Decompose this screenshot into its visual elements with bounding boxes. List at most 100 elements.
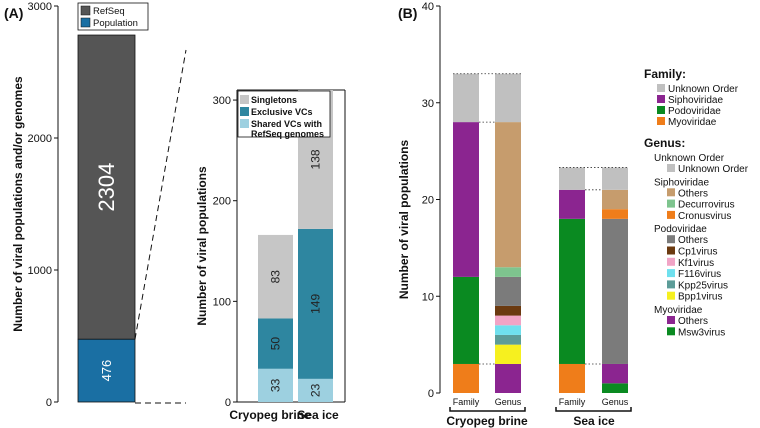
inset-bar-label-0-2: 83 [269,270,283,284]
panel-a-bar-label-refseq: 2304 [94,163,119,212]
panel-b-bar-0-seg-0 [453,363,479,393]
legend-family-label-2: Podoviridae [668,106,721,117]
panel-b-bar-3-seg-1 [602,363,628,384]
panel-a-bar-refseq [77,34,136,340]
panel-b-bar-1-seg-4 [495,315,521,326]
legend-genus-swatch-2-0 [667,235,675,244]
legend-genus-group-0: Unknown Order [654,153,725,164]
inset-category-label: Cryopeg brine [229,408,311,422]
panel-b-y-tick-label: 30 [422,98,434,110]
panel-b-y-tick-label: 0 [428,388,434,400]
panel-b-group-bracket [555,407,632,412]
panel-a-y-tick-label: 2000 [28,133,52,145]
panel-b-group-label: Sea ice [573,414,615,428]
panel-a-y-tick-label: 1000 [28,265,52,277]
panel-b-bar-1-seg-1 [495,344,521,364]
legend-genus-label-0-0: Unknown Order [678,164,749,175]
panel-b-bar-0-seg-1 [453,276,479,364]
inset-bar-label-1-1: 149 [309,294,323,314]
panel-b-bar-3-seg-0 [602,383,628,393]
panel-a-y-tick-label: 3000 [28,1,52,13]
panel-a-legend-label-population: Population [93,18,138,29]
inset-legend-label-0: Singletons [251,95,297,105]
inset-bar-1-seg-1 [298,228,333,379]
legend-genus-swatch-1-0 [667,188,675,197]
inset-y-tick-label: 200 [213,196,231,208]
legend-genus-group-2: Podoviridae [654,224,707,235]
panel-b-y-axis-label: Number of viral populations [397,140,411,300]
legend-genus-label-3-0: Others [678,316,708,327]
legend-genus-swatch-1-2 [667,210,675,219]
inset-legend-swatch-0 [240,95,249,104]
legend-genus-swatch-3-1 [667,327,675,336]
panel-b-subcategory-label: Family [559,397,586,407]
legend-genus-label-2-3: F116virus [678,269,721,280]
panel-b-subcategory-label: Family [453,397,480,407]
panel-b-bar-3-seg-4 [602,189,628,210]
inset-bar-0-seg-2 [258,234,293,319]
panel-a-bar-population [77,338,136,403]
panel-b-bar-2-seg-0 [559,363,585,393]
inset-legend-box [237,90,331,138]
legend-genus-label-2-1: Cp1virus [678,247,717,258]
legend-genus-label-2-4: Kpp25virus [678,280,728,291]
legend-genus-label-2-0: Others [678,235,708,246]
panel-b-bar-1-seg-5 [495,305,521,316]
legend-genus-group-3: Myoviridae [654,305,703,316]
panel-b-subcategory-label: Genus [602,397,629,407]
legend-genus-swatch-2-5 [667,291,675,300]
inset-category-label: Sea ice [297,408,339,422]
panel-b-bar-2-seg-2 [559,189,585,219]
legend-family-label-1: Siphoviridae [668,95,723,106]
inset-legend-label-2: Shared VCs with [251,119,322,129]
panel-b-bar-3-seg-2 [602,218,628,364]
legend-family-swatch-1 [657,95,665,103]
panel-b-bar-1-seg-0 [495,363,521,393]
zoom-line-top [134,49,187,340]
panel-b-bar-1-seg-3 [495,325,521,335]
legend-genus-label-1-1: Decurrovirus [678,200,735,211]
inset-legend-swatch-2 [240,119,249,128]
panel-b-y-tick-label: 10 [422,291,434,303]
panel-b-bar-0-seg-2 [453,122,479,277]
panel-label-b: (B) [398,5,417,21]
legend-genus-swatch-2-1 [667,246,675,255]
panel-a-bar-label-population: 476 [99,360,114,382]
inset-y-axis-label: Number of viral populations [195,166,209,326]
legend-genus-label-2-2: Kf1virus [678,258,714,269]
panel-b-bar-3-seg-5 [602,167,628,190]
inset-bar-0-seg-0 [258,368,293,402]
inset-bar-label-1-2: 138 [309,149,323,169]
inset-bar-label-0-0: 33 [269,378,283,392]
panel-a-legend-swatch-population [80,17,91,28]
inset-legend-label-1: Exclusive VCs [251,107,313,117]
inset-y-tick-label: 100 [213,296,231,308]
panel-a-legend-swatch-refseq [80,5,91,16]
panel-a-legend-label-refseq: RefSeq [93,6,125,17]
panel-b-subcategory-label: Genus [495,397,522,407]
inset-legend-label-2-line2: RefSeq genomes [251,129,324,139]
panel-b-bar-2-seg-1 [559,218,585,364]
inset-y-tick-label: 300 [213,95,231,107]
panel-b-bar-1-seg-7 [495,267,521,277]
panel-b-group-bracket [449,407,526,412]
panel-b-group-label: Cryopeg brine [446,414,528,428]
legend-family-title: Family: [644,67,686,81]
legend-genus-swatch-2-4 [667,280,675,289]
inset-bar-label-0-1: 50 [269,337,283,351]
panel-b-bar-0-seg-3 [453,73,479,123]
panel-a-y-tick-label: 0 [46,397,52,409]
inset-legend-swatch-1 [240,107,249,116]
legend-family-label-3: Myoviridae [668,117,717,128]
legend-genus-swatch-0-0 [667,164,675,172]
legend-family-label-0: Unknown Order [668,84,739,95]
inset-bar-1-seg-0 [298,378,333,402]
legend-genus-swatch-2-2 [667,257,675,266]
panel-b-bar-3-seg-3 [602,209,628,219]
legend-genus-label-1-0: Others [678,188,708,199]
inset-bar-0-seg-1 [258,318,293,369]
panel-b-y-tick-label: 20 [422,195,434,207]
legend-genus-swatch-1-1 [667,199,675,208]
legend-family-swatch-2 [657,106,665,114]
